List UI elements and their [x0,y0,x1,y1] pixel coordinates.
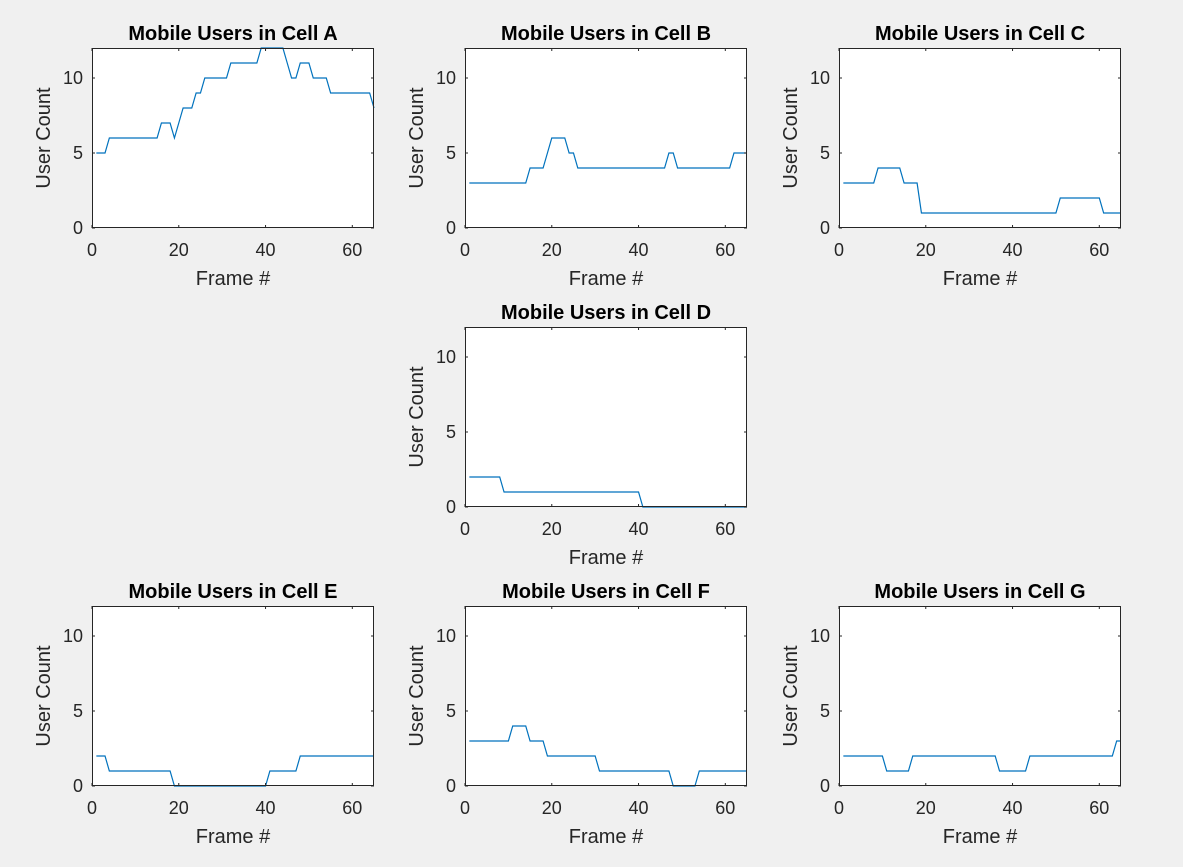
y-tick-label: 5 [73,143,83,163]
axes-box [92,606,374,786]
chart-title: Mobile Users in Cell G [874,581,1085,603]
axes-background [465,327,747,507]
chart-title: Mobile Users in Cell F [502,581,710,603]
axes-background [839,48,1121,228]
y-tick-label: 5 [446,422,456,442]
chart-title: Mobile Users in Cell B [501,23,711,45]
x-tick-label: 60 [715,798,735,818]
axes-background [465,606,747,786]
y-tick-label: 0 [73,218,83,238]
y-axis-label: User Count [780,87,802,189]
x-axis-label: Frame # [569,826,644,848]
x-axis-label: Frame # [943,826,1018,848]
y-tick-label: 5 [73,701,83,721]
y-tick-label: 10 [436,68,456,88]
x-tick-label: 20 [542,519,562,539]
x-axis-label: Frame # [569,547,644,569]
chart-title: Mobile Users in Cell E [129,581,338,603]
y-axis-label: User Count [33,87,55,189]
x-axis-label: Frame # [569,268,644,290]
subplot-cell-b: 0 20 40 60 0 5 10 Mobile Users in Cell B Frame #… [406,23,747,290]
y-tick-label: 5 [820,701,830,721]
y-tick-label: 0 [73,776,83,796]
y-axis-label: User Count [406,645,428,747]
x-tick-label: 20 [169,798,189,818]
subplot-cell-a: 0 20 40 60 0 5 10 Mobile Users in Cell A Frame #… [33,23,375,290]
x-tick-label: 40 [629,240,649,260]
chart-title: Mobile Users in Cell A [128,23,337,45]
series-line [843,740,1121,772]
axes-box [839,606,1121,786]
y-tick-label: 10 [810,626,830,646]
y-tick-label: 10 [810,68,830,88]
y-tick-label: 0 [446,497,456,517]
y-tick-label: 0 [820,776,830,796]
x-tick-label: 60 [1089,798,1109,818]
axes-box [465,606,747,786]
chart-title: Mobile Users in Cell C [875,23,1085,45]
series-line [469,725,747,787]
subplot-cell-d: 0 20 40 60 0 5 10 Mobile Users in Cell D Frame #… [406,302,747,569]
x-tick-label: 60 [715,519,735,539]
y-axis-label: User Count [33,645,55,747]
x-tick-label: 40 [629,798,649,818]
x-tick-label: 20 [542,240,562,260]
x-tick-label: 0 [834,798,844,818]
x-tick-label: 40 [256,798,276,818]
x-tick-label: 40 [1003,798,1023,818]
x-tick-label: 40 [256,240,276,260]
series-line [843,167,1121,214]
x-tick-label: 20 [169,240,189,260]
x-tick-label: 0 [87,240,97,260]
x-tick-label: 0 [87,798,97,818]
subplot-cell-g: 0 20 40 60 0 5 10 Mobile Users in Cell G Frame #… [780,581,1121,848]
axes-background [839,606,1121,786]
y-axis-label: User Count [406,366,428,468]
y-axis-label: User Count [780,645,802,747]
x-tick-label: 40 [629,519,649,539]
axes-box [465,327,747,507]
subplot-cell-c: 0 20 40 60 0 5 10 Mobile Users in Cell C Frame #… [780,23,1121,290]
x-axis-label: Frame # [196,826,271,848]
y-tick-label: 5 [446,701,456,721]
y-tick-label: 10 [436,347,456,367]
subplot-cell-f: 0 20 40 60 0 5 10 Mobile Users in Cell F Frame #… [406,581,747,848]
y-axis-label: User Count [406,87,428,189]
x-tick-label: 60 [342,798,362,818]
axes-box [465,48,747,228]
x-tick-label: 60 [1089,240,1109,260]
x-tick-label: 20 [916,798,936,818]
y-tick-label: 0 [446,218,456,238]
y-tick-label: 0 [820,218,830,238]
subplot-cell-e: 0 20 40 60 0 5 10 Mobile Users in Cell E Frame #… [33,581,374,848]
axes-background [92,606,374,786]
x-tick-label: 0 [460,240,470,260]
x-tick-label: 0 [460,798,470,818]
y-tick-label: 10 [63,626,83,646]
series-line [469,137,747,184]
x-tick-label: 0 [460,519,470,539]
y-tick-label: 10 [436,626,456,646]
y-tick-label: 10 [63,68,83,88]
series-line [96,47,375,154]
chart-title: Mobile Users in Cell D [501,302,711,324]
x-axis-label: Frame # [943,268,1018,290]
x-tick-label: 0 [834,240,844,260]
y-tick-label: 5 [820,143,830,163]
x-tick-label: 20 [916,240,936,260]
axes-background [465,48,747,228]
y-tick-label: 5 [446,143,456,163]
x-axis-label: Frame # [196,268,271,290]
x-tick-label: 20 [542,798,562,818]
x-tick-label: 40 [1003,240,1023,260]
x-tick-label: 60 [715,240,735,260]
y-tick-label: 0 [446,776,456,796]
axes-box [92,48,374,228]
axes-box [839,48,1121,228]
x-tick-label: 60 [342,240,362,260]
